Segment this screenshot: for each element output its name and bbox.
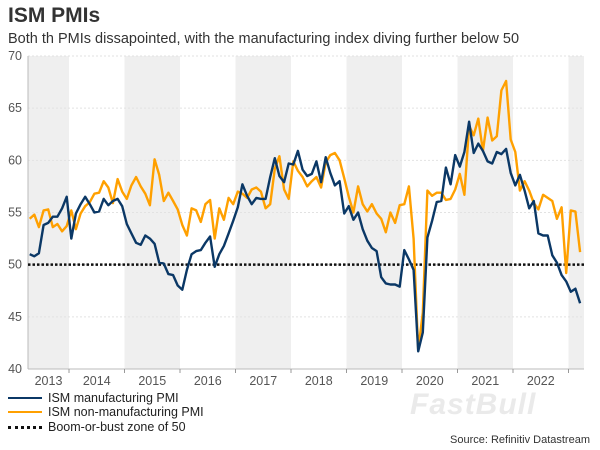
year-shading [235,56,291,369]
y-tick-label: 60 [8,153,22,167]
legend-label: Boom-or-bust zone of 50 [48,420,186,434]
x-tick-label: 2013 [35,374,63,388]
legend-item-boom-bust: Boom-or-bust zone of 50 [8,420,186,434]
source-note: Source: Refinitiv Datastream [450,434,590,446]
legend-item-non-manufacturing: ISM non-manufacturing PMI [8,405,204,419]
y-tick-label: 65 [8,101,22,115]
x-tick-label: 2018 [305,374,333,388]
x-tick-label: 2022 [527,374,555,388]
x-tick-label: 2019 [360,374,388,388]
x-tick-label: 2020 [416,374,444,388]
x-tick-label: 2017 [249,374,277,388]
legend-item-manufacturing: ISM manufacturing PMI [8,391,179,405]
legend-label: ISM manufacturing PMI [48,391,179,405]
legend-swatch [8,397,42,399]
x-tick-label: 2016 [194,374,222,388]
series-manufacturing-line [29,120,582,353]
legend-label: ISM non-manufacturing PMI [48,405,204,419]
x-tick-label: 2021 [471,374,499,388]
legend-swatch [8,425,42,429]
y-tick-label: 70 [8,49,22,63]
series-non-manufacturing-line [28,79,582,352]
chart-subtitle: Both th PMIs dissapointed, with the manu… [8,31,520,47]
y-tick-label: 45 [8,310,22,324]
y-tick-label: 40 [8,362,22,376]
watermark-logo: FastBull [410,388,537,421]
legend-swatch [8,411,42,413]
y-tick-label: 50 [8,258,22,272]
y-tick-label: 55 [8,206,22,220]
x-tick-label: 2014 [83,374,111,388]
chart-title: ISM PMIs [8,4,101,27]
x-tick-label: 2015 [138,374,166,388]
